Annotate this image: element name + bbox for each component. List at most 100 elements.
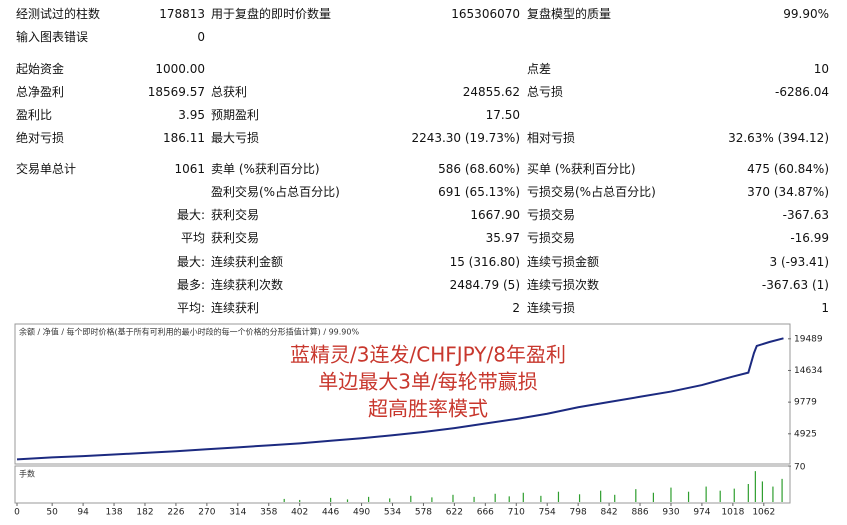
stat-label: 最大亏损	[211, 131, 260, 145]
stat-value: 1000.00	[155, 62, 205, 76]
volume-bar	[330, 497, 332, 502]
stat-label: 盈利交易(%占总百分比)	[211, 185, 340, 199]
x-tick-label: 754	[539, 508, 556, 518]
annotation: 超高胜率模式	[368, 397, 488, 421]
stat-label: 输入图表错误	[16, 30, 89, 44]
y-tick-label: 4925	[794, 429, 817, 439]
stat-value: 3.95	[178, 108, 205, 122]
stat-value: 1667.90	[470, 208, 520, 222]
volume-bar	[540, 495, 542, 502]
stat-label: 连续获利次数	[211, 278, 284, 292]
stat-value: -367.63	[782, 208, 829, 222]
stat-value: 平均	[180, 231, 205, 245]
volume-bar	[705, 486, 707, 502]
stat-value: -16.99	[790, 231, 829, 245]
balance-line	[16, 337, 784, 461]
stat-value: -367.63 (1)	[761, 278, 829, 292]
stat-label: 获利交易	[211, 231, 260, 245]
volume-bar	[747, 484, 749, 502]
stat-label: 连续获利	[211, 301, 260, 315]
volume-bar	[508, 496, 510, 502]
stat-label: 总净盈利	[16, 85, 65, 99]
x-tick-label: 94	[77, 508, 89, 518]
volume-bar	[733, 488, 735, 502]
stat-label: 卖单 (%获利百分比)	[211, 162, 320, 176]
volume-bar	[614, 494, 616, 502]
stat-label: 绝对亏损	[16, 131, 65, 145]
x-tick-label: 0	[14, 508, 20, 518]
x-tick-label: 270	[198, 508, 215, 518]
volume-panel	[14, 465, 791, 504]
volume-bar	[410, 495, 412, 502]
stat-label: 预期盈利	[211, 108, 260, 122]
x-tick-label: 446	[322, 508, 339, 518]
stat-value: 17.50	[485, 108, 520, 122]
stat-label: 连续亏损次数	[527, 278, 600, 292]
stat-value: 475 (60.84%)	[747, 162, 829, 176]
annotation: 单边最大3单/每轮带赢损	[318, 370, 537, 394]
stat-label: 总亏损	[527, 85, 564, 99]
stat-label: 总获利	[211, 85, 248, 99]
stat-value: 165306070	[451, 7, 520, 21]
stat-value: 2243.30 (19.73%)	[411, 131, 520, 145]
stat-label: 连续亏损	[527, 301, 576, 315]
stat-value: 最多:	[176, 278, 205, 292]
stat-label: 连续获利金额	[211, 255, 284, 269]
x-tick-label: 622	[446, 508, 463, 518]
volume-bar	[719, 490, 721, 502]
stat-label: 买单 (%获利百分比)	[527, 162, 636, 176]
volume-bar	[389, 498, 391, 502]
x-tick-label: 886	[631, 508, 648, 518]
x-tick-label: 226	[167, 508, 184, 518]
stat-label: 相对亏损	[527, 131, 576, 145]
stat-label: 点差	[527, 62, 552, 76]
volume-bar	[578, 494, 581, 502]
stat-value: 99.90%	[783, 7, 829, 21]
stat-value: 18569.57	[147, 85, 205, 99]
volume-bar	[522, 492, 524, 502]
stat-value: 35.97	[485, 231, 520, 245]
stat-value: 2	[512, 301, 520, 315]
volume-bar	[761, 481, 763, 502]
stat-value: 24855.62	[462, 85, 520, 99]
stat-value: 3 (-93.41)	[769, 255, 830, 269]
volume-bar	[754, 471, 756, 502]
y-tick-label: 70	[794, 463, 806, 473]
chart-header: 余额 / 净值 / 每个即时价格(基于所有可利用的最小时段的每一个价格的分形插值…	[19, 327, 359, 337]
stat-label: 起始资金	[16, 62, 65, 76]
x-tick-label: 578	[415, 508, 432, 518]
x-tick-label: 974	[693, 508, 710, 518]
volume-bar	[452, 494, 454, 502]
volume-bar	[600, 490, 602, 502]
x-tick-label: 358	[260, 508, 277, 518]
stat-label: 获利交易	[211, 208, 260, 222]
volume-bar	[652, 492, 654, 502]
stat-value: 最大:	[176, 208, 205, 222]
stat-value: 691 (65.13%)	[438, 185, 520, 199]
volume-bar	[687, 491, 690, 502]
x-tick-label: 138	[105, 508, 122, 518]
x-tick-label: 842	[600, 508, 617, 518]
annotation: 蓝精灵/3连发/CHFJPY/8年盈利	[290, 343, 566, 367]
volume-bar	[635, 489, 637, 502]
x-tick-label: 314	[229, 508, 246, 518]
volume-bar	[367, 496, 370, 502]
stat-label: 亏损交易	[527, 231, 576, 245]
stat-value: 最大:	[176, 255, 205, 269]
stat-label: 复盘模型的质量	[527, 7, 612, 21]
stat-value: 2484.79 (5)	[449, 278, 520, 292]
stat-label: 连续亏损金额	[527, 255, 600, 269]
volume-bar	[781, 478, 783, 502]
x-tick-label: 930	[662, 508, 679, 518]
volume-bar	[494, 493, 496, 502]
x-tick-label: 798	[570, 508, 587, 518]
stat-value: 平均:	[176, 301, 205, 315]
stat-value: 10	[813, 62, 829, 76]
stat-label: 亏损交易	[527, 208, 576, 222]
stat-value: 32.63% (394.12)	[728, 131, 829, 145]
x-tick-label: 50	[46, 508, 58, 518]
volume-bar	[473, 496, 475, 502]
volume-title: 手数	[19, 469, 35, 479]
